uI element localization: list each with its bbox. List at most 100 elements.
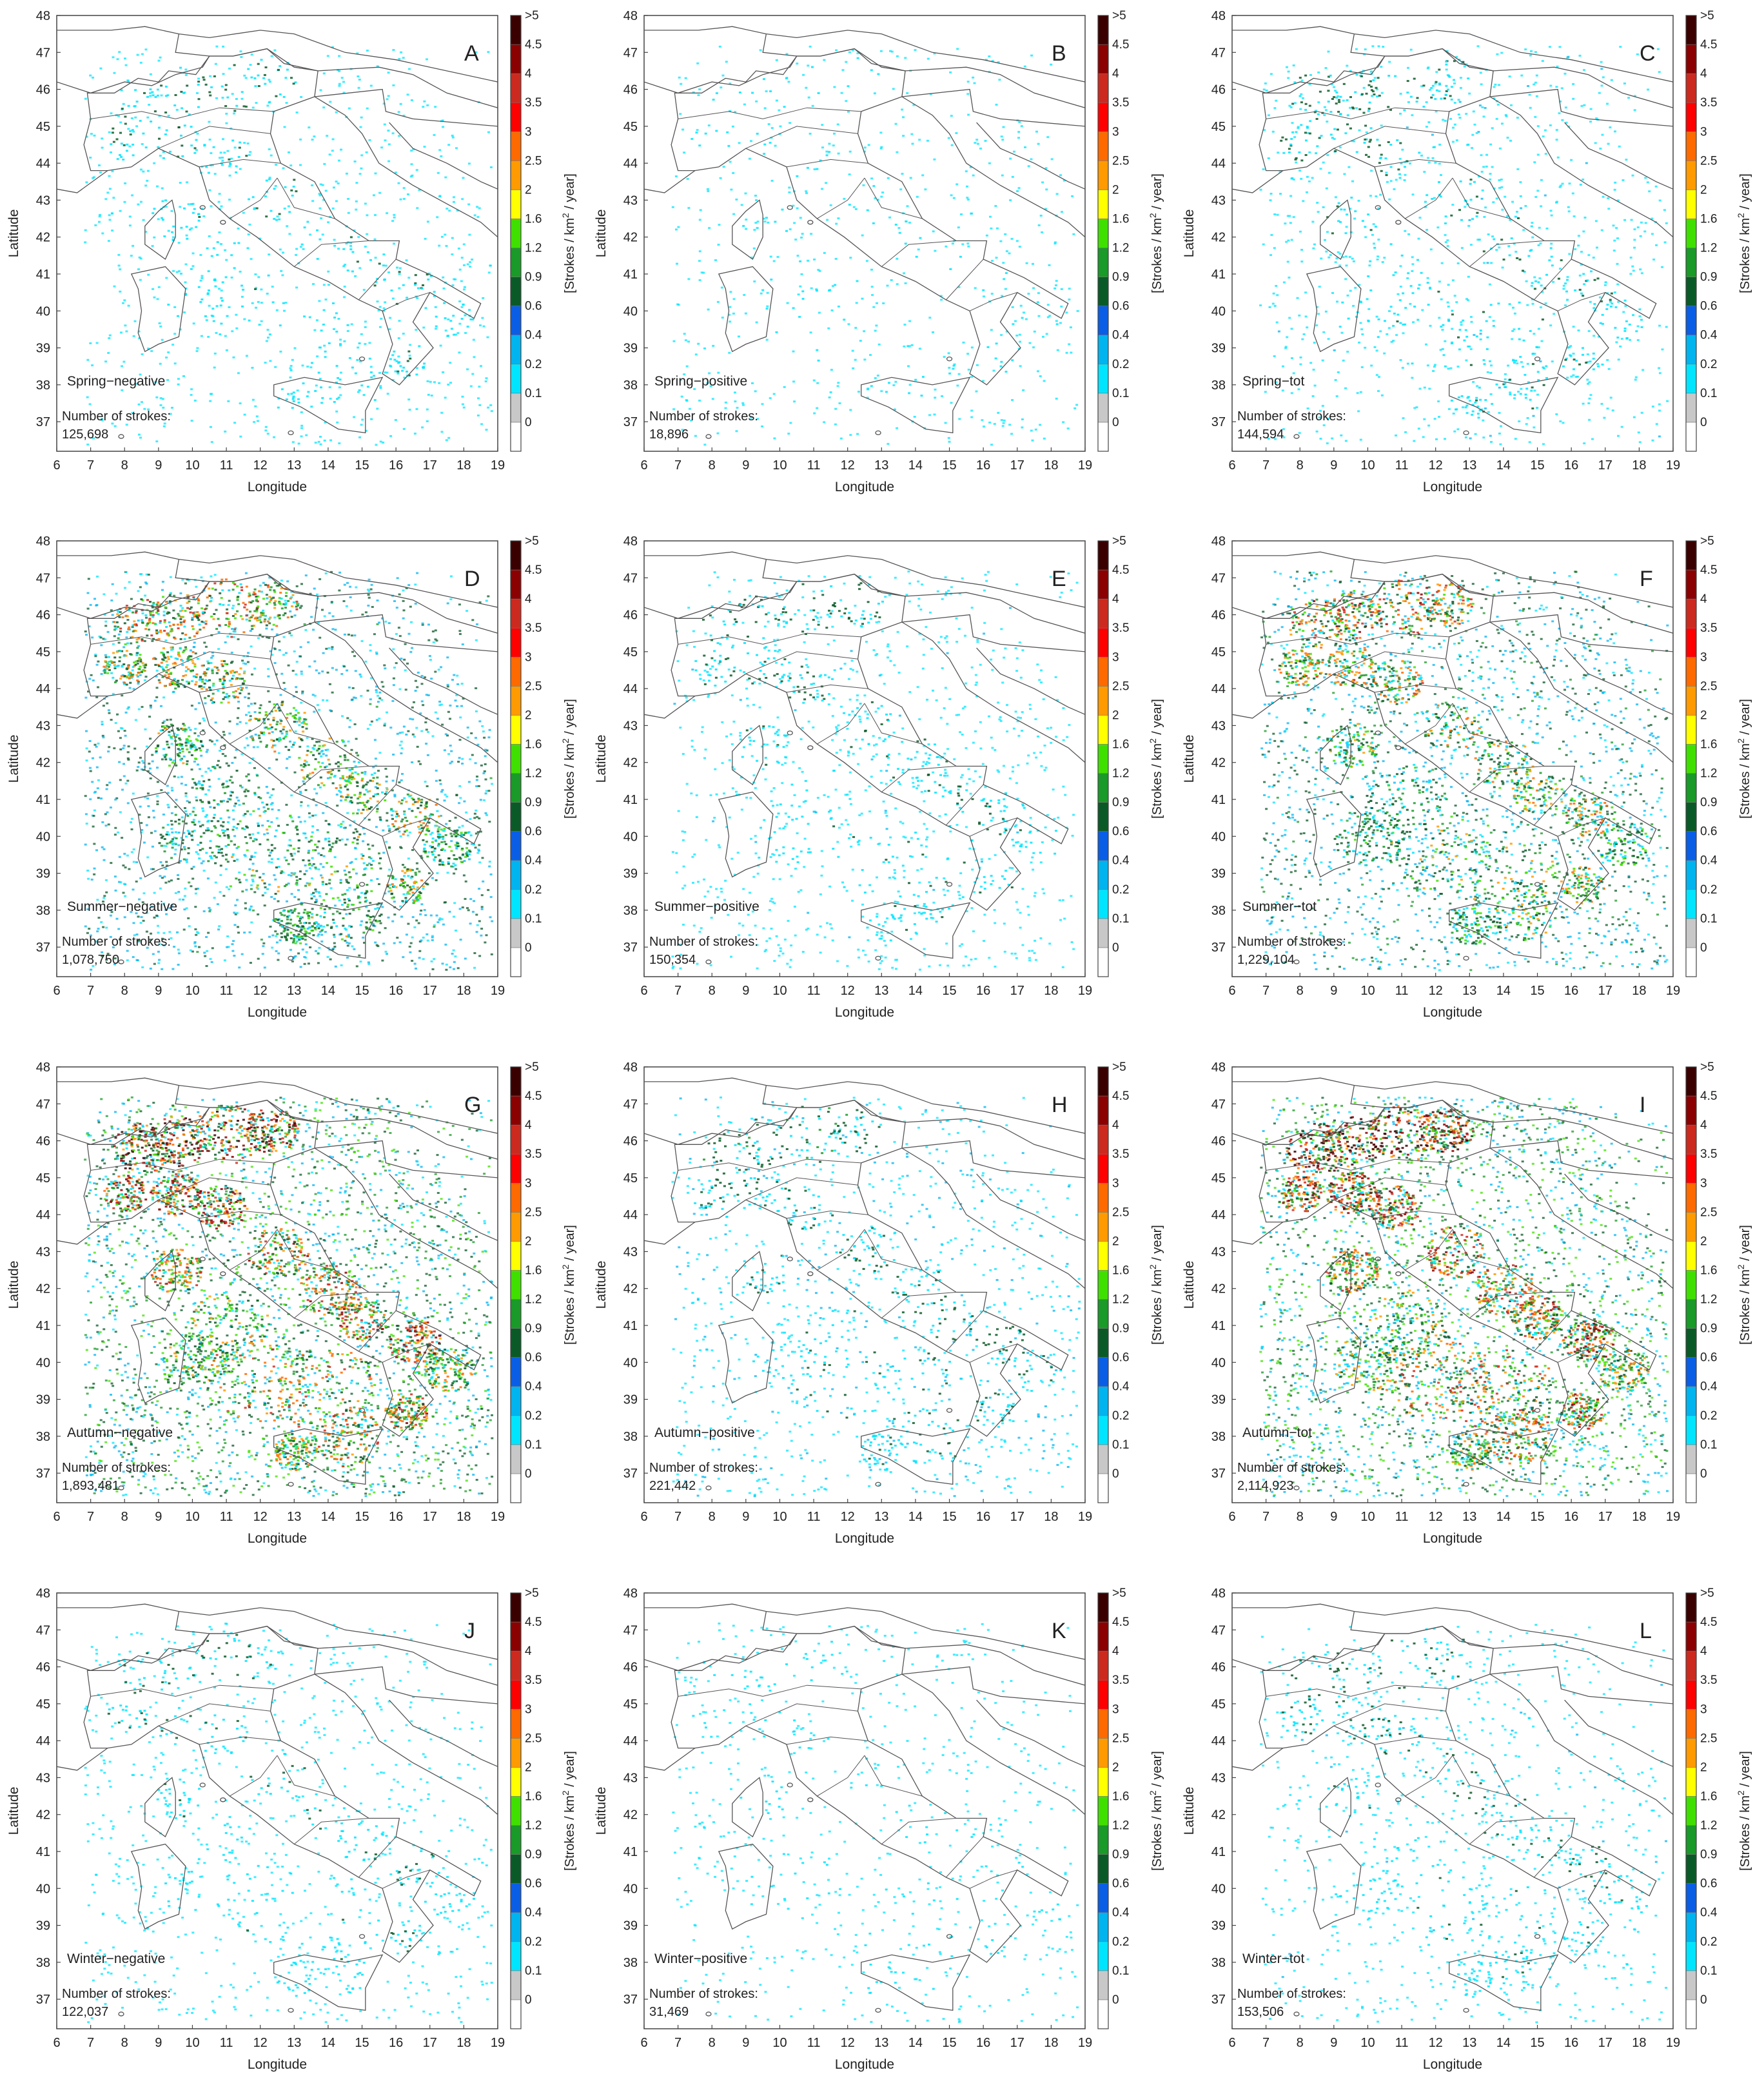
colorbar-swatch [510, 1182, 522, 1213]
x-tick-label: 14 [908, 1510, 923, 1524]
colorbar-tick-label: 1.2 [1700, 242, 1717, 255]
map-frame [643, 15, 1086, 452]
x-tick-label: 6 [1228, 458, 1235, 473]
colorbar-tick-label: >5 [1112, 534, 1126, 548]
x-tick-label: 17 [1010, 1510, 1024, 1524]
x-tick-label: 6 [640, 2036, 647, 2050]
colorbar-swatch [1097, 364, 1109, 394]
map-panel-h: 6 7 8 9 10 11 12 13 14 15 16 17 18 193738394041424344… [594, 1060, 1164, 1546]
colorbar-tick-label: 1.6 [1112, 737, 1129, 751]
y-tick-label: 38 [623, 904, 638, 918]
region-border [1557, 1343, 1605, 1363]
colorbar-tick-label: 1.2 [1112, 1293, 1129, 1307]
colorbar: >5 4.5 4 3.5 3 2.5 2 1.6 1.2 0.9 0.6 0.4 0.2 0.1 0 [Str… [1097, 1587, 1164, 2029]
boundaries [644, 551, 1085, 964]
region-border [786, 1736, 868, 1745]
axes: 6 7 8 9 10 11 12 13 14 15 16 17 18 19 37 38 39 40 41 42 43 44… [594, 1060, 1092, 1546]
islet [1463, 955, 1469, 961]
y-tick-label: 46 [1211, 83, 1226, 97]
region-border [817, 703, 865, 745]
colorbar-swatch [510, 627, 522, 658]
country-border [57, 1077, 498, 1134]
y-tick-label: 43 [1211, 719, 1226, 733]
colorbar-swatch [1097, 15, 1109, 45]
map-panel-l: 6 7 8 9 10 11 12 13 14 15 16 17 18 193738394041424344… [1182, 1587, 1752, 2072]
x-tick-label: 15 [355, 2036, 369, 2050]
coastline [1449, 1428, 1559, 1485]
colorbar-label: [Strokes / km2 / year] [560, 1751, 577, 1871]
colorbar: >5 4.5 4 3.5 3 2.5 2 1.6 1.2 0.9 0.6 0.4 0.2 0.1 0 [Str… [1097, 534, 1164, 977]
region-border [745, 1177, 858, 1200]
y-tick-label: 48 [36, 9, 50, 23]
region-border [969, 292, 1017, 311]
region-border [1469, 766, 1545, 792]
y-tick-label: 42 [36, 1282, 50, 1296]
colorbar-label: [Strokes / km2 / year] [560, 1225, 577, 1345]
x-tick-label: 8 [709, 2036, 716, 2050]
colorbar: >5 4.5 4 3.5 3 2.5 2 1.6 1.2 0.9 0.6 0.4 0.2 0.1 0 [Str… [1685, 1060, 1752, 1503]
region-border [945, 259, 984, 300]
country-border [905, 1644, 1085, 1686]
x-tick-label: 11 [807, 2036, 821, 2050]
y-tick-label: 47 [1211, 1623, 1226, 1637]
colorbar-swatch [1097, 773, 1109, 803]
coastline [718, 791, 774, 878]
region-border [1333, 651, 1446, 674]
map-area [1232, 1603, 1673, 2024]
y-tick-label: 41 [36, 268, 50, 282]
y-tick-label: 47 [623, 46, 638, 60]
region-border [158, 651, 271, 674]
country-border [905, 66, 1085, 108]
colorbar-swatch [510, 831, 522, 861]
islet [1463, 2007, 1469, 2013]
country-border [314, 1140, 498, 1178]
colorbar-swatch [1097, 1912, 1109, 1942]
colorbar-swatch [1097, 1883, 1109, 1913]
x-axis-label: Longitude [248, 2057, 307, 2072]
stroke-count: 150,354 [649, 953, 696, 967]
colorbar-swatch [1097, 686, 1109, 716]
islet [220, 220, 226, 225]
colorbar-tick-label: 0.2 [1700, 883, 1717, 897]
colorbar-tick-label: 3.5 [525, 1674, 542, 1687]
colorbar-swatch [510, 1415, 522, 1445]
colorbar: >5 4.5 4 3.5 3 2.5 2 1.6 1.2 0.9 0.6 0.4 0.2 0.1 0 [Str… [1097, 1060, 1164, 1503]
region-border [881, 240, 957, 267]
axes: 6 7 8 9 10 11 12 13 14 15 16 17 18 19 37 38 39 40 41 42 43 44… [6, 9, 505, 494]
region-border [1333, 126, 1446, 149]
region-border [358, 1310, 397, 1352]
colorbar-swatch [1097, 219, 1109, 248]
coastline [130, 1843, 186, 1930]
x-tick-label: 13 [874, 984, 888, 998]
colorbar-swatch [1685, 1854, 1697, 1884]
colorbar-swatch [1097, 918, 1109, 948]
map-frame [56, 15, 498, 452]
y-tick-label: 38 [1211, 904, 1226, 918]
region-border [230, 177, 278, 219]
country-border [1350, 1611, 1385, 1634]
colorbar-tick-label: >5 [525, 9, 539, 23]
coastline [144, 1251, 176, 1312]
colorbar-swatch [1097, 1357, 1109, 1387]
colorbar-tick-label: 4.5 [525, 563, 542, 577]
map-area [644, 1603, 1085, 2023]
colorbar-tick-label: 1.6 [1700, 212, 1717, 226]
colorbar: >5 4.5 4 3.5 3 2.5 2 1.6 1.2 0.9 0.6 0.4 0.2 0.1 0 [Str… [1685, 1587, 1752, 2029]
x-tick-label: 9 [742, 458, 749, 473]
x-tick-label: 8 [121, 2036, 128, 2050]
country-border [1232, 1077, 1673, 1134]
y-tick-label: 43 [623, 193, 638, 208]
colorbar-tick-label: 0.1 [1112, 1438, 1129, 1452]
region-border [1374, 1736, 1456, 1745]
x-tick-label: 11 [1395, 2036, 1409, 2050]
x-tick-label: 18 [456, 2036, 471, 2050]
colorbar-tick-label: >5 [1700, 1060, 1714, 1074]
colorbar-tick-label: >5 [1700, 534, 1714, 548]
colorbar-label: [Strokes / km2 / year] [560, 699, 577, 819]
y-tick-label: 41 [36, 1319, 50, 1333]
colorbar-tick-label: 3.5 [525, 1148, 542, 1161]
y-tick-label: 47 [1211, 571, 1226, 585]
country-border [1232, 1748, 1284, 1771]
x-tick-label: 12 [253, 984, 268, 998]
y-tick-label: 41 [623, 1319, 638, 1333]
